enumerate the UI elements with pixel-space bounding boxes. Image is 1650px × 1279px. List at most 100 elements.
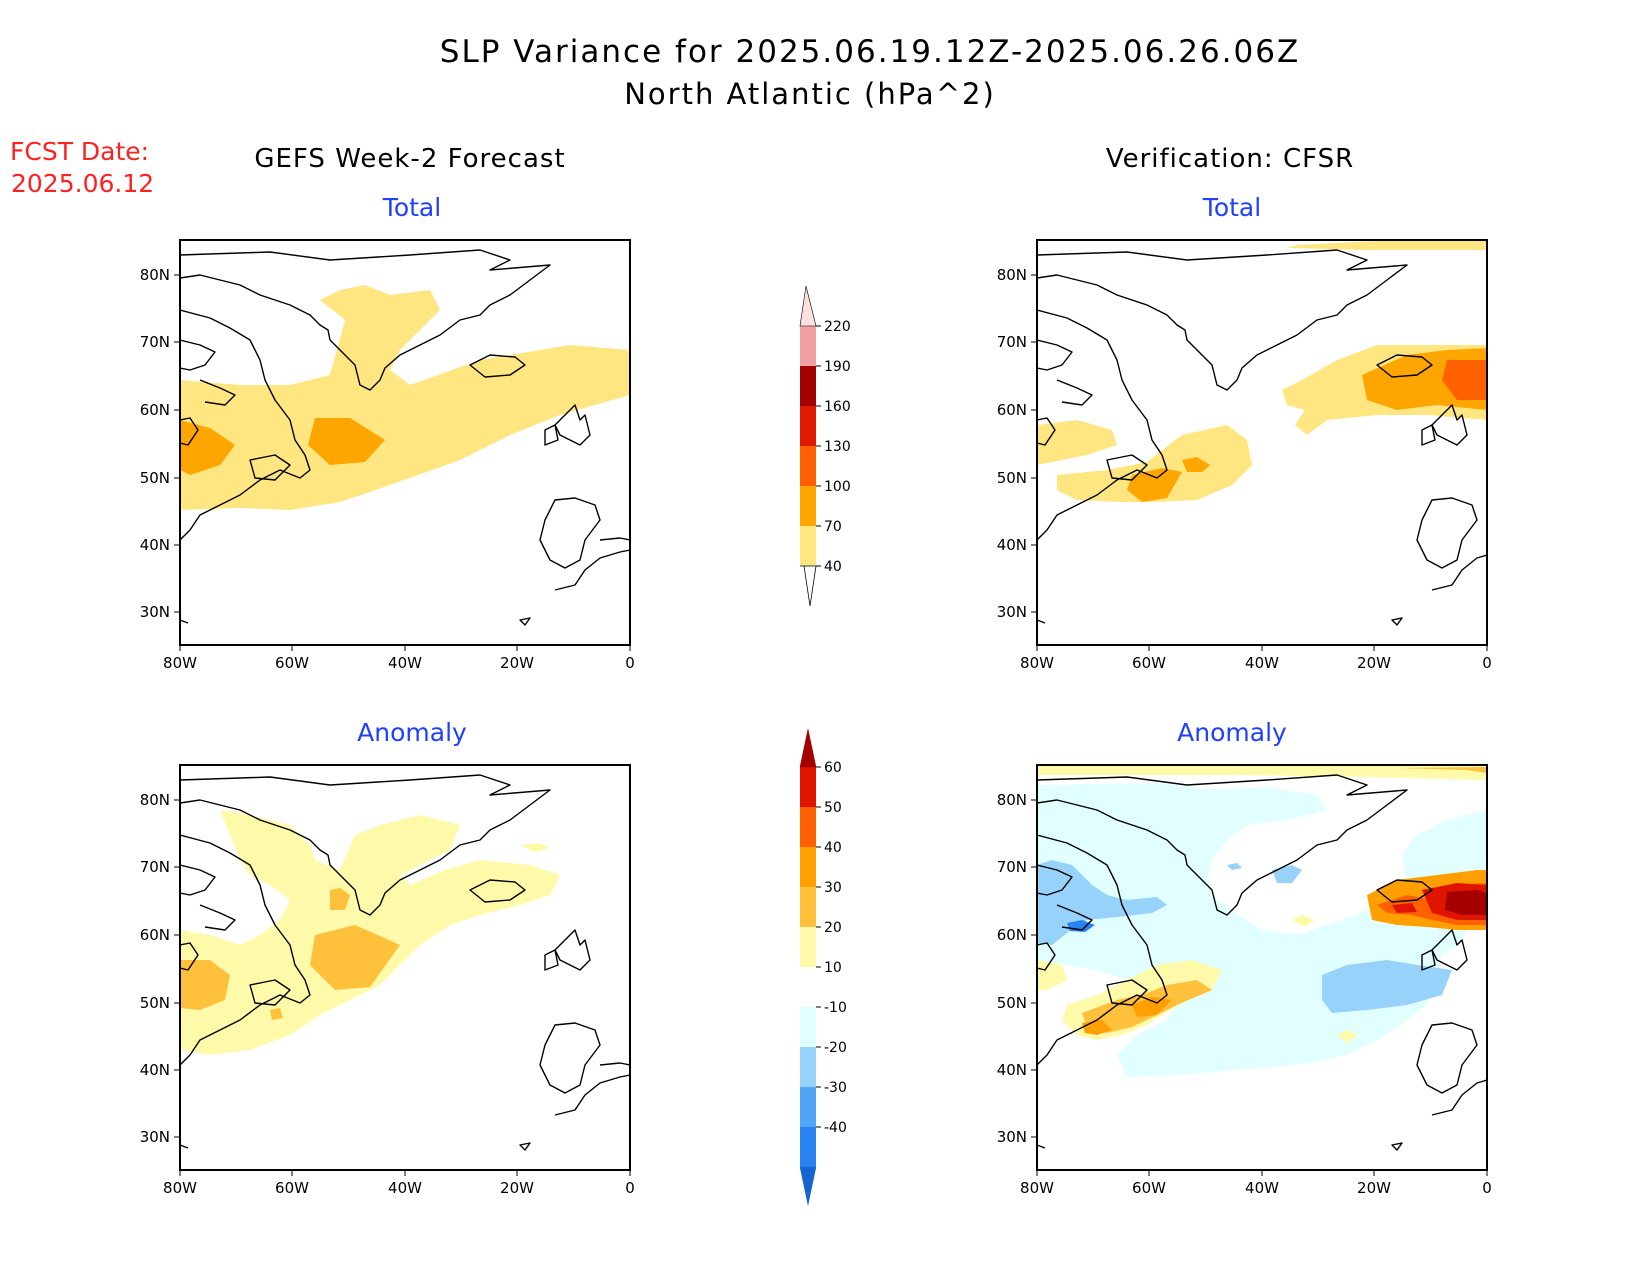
main-subtitle: North Atlantic (hPa^2) bbox=[624, 77, 996, 111]
colorbar-tick-label: 50 bbox=[824, 800, 842, 816]
lat-tick-label: 50N bbox=[140, 469, 170, 487]
colorbar-tick-label: 30 bbox=[824, 880, 842, 896]
lat-tick-label: 80N bbox=[140, 266, 170, 284]
lat-tick-label: 60N bbox=[997, 926, 1027, 944]
panel-label-forecast-anomaly: Anomaly bbox=[357, 718, 467, 747]
colorbar-swatch bbox=[800, 366, 816, 406]
coastlines bbox=[1037, 249, 1487, 626]
lat-tick-label: 50N bbox=[140, 994, 170, 1012]
colorbar-swatch bbox=[800, 767, 816, 807]
colorbar-swatch bbox=[800, 1127, 816, 1167]
lat-tick-label: 80N bbox=[140, 791, 170, 809]
colorbar-swatch bbox=[800, 1007, 816, 1047]
lat-tick-label: 30N bbox=[997, 603, 1027, 621]
colorbar-tick-label: -10 bbox=[824, 1000, 847, 1016]
lon-axis: 80W 60W 40W 20W 0 bbox=[163, 645, 635, 672]
colorbar-swatch bbox=[800, 446, 816, 486]
lat-tick-label: 60N bbox=[140, 926, 170, 944]
map-panel-forecast-anomaly: 30N 40N 50N 60N 70N 80N 80W 60W 40W 20W … bbox=[140, 764, 635, 1197]
lat-tick-label: 60N bbox=[140, 401, 170, 419]
lon-tick-label: 0 bbox=[625, 654, 635, 672]
colorbar-tick-label: 160 bbox=[824, 399, 851, 415]
lon-tick-label: 0 bbox=[625, 1179, 635, 1197]
colorbar-swatch bbox=[800, 807, 816, 847]
lat-tick-label: 70N bbox=[997, 333, 1027, 351]
colorbar-end-triangle bbox=[800, 565, 817, 607]
colorbar-swatch bbox=[800, 927, 816, 967]
colorbar-swatch bbox=[800, 406, 816, 446]
lat-tick-label: 60N bbox=[997, 401, 1027, 419]
coastlines bbox=[1037, 774, 1487, 1151]
lat-tick-label: 30N bbox=[997, 1128, 1027, 1146]
colorbar-tick-label: 100 bbox=[824, 479, 851, 495]
lon-tick-label: 40W bbox=[1245, 1179, 1279, 1197]
column-title-forecast: GEFS Week-2 Forecast bbox=[254, 144, 565, 174]
shading-verification-total bbox=[1037, 240, 1487, 502]
colorbar-swatch bbox=[800, 486, 816, 526]
lat-tick-label: 70N bbox=[997, 858, 1027, 876]
lat-tick-label: 40N bbox=[997, 536, 1027, 554]
lat-tick-label: 30N bbox=[140, 603, 170, 621]
fcst-date-value: 2025.06.12 bbox=[11, 169, 154, 198]
coastlines bbox=[180, 774, 630, 1151]
lon-tick-label: 40W bbox=[388, 654, 422, 672]
lon-axis: 80W 60W 40W 20W 0 bbox=[1020, 645, 1492, 672]
main-title: SLP Variance for 2025.06.19.12Z-2025.06.… bbox=[440, 34, 1300, 70]
panel-label-forecast-total: Total bbox=[382, 193, 441, 222]
lon-tick-label: 60W bbox=[275, 654, 309, 672]
colorbar-tick-label: 40 bbox=[824, 559, 842, 575]
lon-tick-label: 80W bbox=[1020, 654, 1054, 672]
colorbar-end-triangle bbox=[799, 1166, 817, 1206]
lat-tick-label: 80N bbox=[997, 266, 1027, 284]
panel-label-verification-total: Total bbox=[1202, 193, 1261, 222]
lon-axis: 80W 60W 40W 20W 0 bbox=[1020, 1170, 1492, 1197]
colorbar-swatch bbox=[800, 1047, 816, 1087]
colorbar-tick-label: -40 bbox=[824, 1120, 847, 1136]
lat-tick-label: 70N bbox=[140, 858, 170, 876]
colorbar-tick-label: 220 bbox=[824, 319, 851, 335]
lon-tick-label: 20W bbox=[500, 654, 534, 672]
colorbar-swatch bbox=[800, 1087, 816, 1127]
lat-axis: 30N 40N 50N 60N 70N 80N bbox=[997, 791, 1037, 1146]
map-panel-verification-total: 30N 40N 50N 60N 70N 80N 80W 60W 40W 20W … bbox=[997, 239, 1492, 672]
shading-forecast-total bbox=[180, 285, 630, 510]
colorbar-end-triangle bbox=[799, 285, 817, 327]
shading-forecast-anomaly bbox=[180, 810, 560, 1055]
lat-tick-label: 50N bbox=[997, 994, 1027, 1012]
lat-axis: 30N 40N 50N 60N 70N 80N bbox=[997, 266, 1037, 621]
lon-tick-label: 80W bbox=[163, 654, 197, 672]
coastlines bbox=[180, 249, 630, 626]
lat-tick-label: 30N bbox=[140, 1128, 170, 1146]
colorbar-tick-label: 130 bbox=[824, 439, 851, 455]
lon-tick-label: 20W bbox=[1357, 1179, 1391, 1197]
colorbar-swatch bbox=[800, 326, 816, 366]
colorbar-tick-label: 20 bbox=[824, 920, 842, 936]
lon-tick-label: 20W bbox=[1357, 654, 1391, 672]
lon-tick-label: 60W bbox=[1132, 654, 1166, 672]
lat-axis: 30N 40N 50N 60N 70N 80N bbox=[140, 791, 180, 1146]
lon-tick-label: 80W bbox=[163, 1179, 197, 1197]
map-panel-verification-anomaly: 30N 40N 50N 60N 70N 80N 80W 60W 40W 20W … bbox=[997, 764, 1492, 1197]
lon-tick-label: 20W bbox=[500, 1179, 534, 1197]
colorbar-tick-label: -20 bbox=[824, 1040, 847, 1056]
lon-tick-label: 40W bbox=[388, 1179, 422, 1197]
fcst-date-label: FCST Date: bbox=[10, 137, 149, 166]
lon-tick-label: 60W bbox=[1132, 1179, 1166, 1197]
panel-label-verification-anomaly: Anomaly bbox=[1177, 718, 1287, 747]
colorbar-tick-label: 10 bbox=[824, 960, 842, 976]
lat-tick-label: 40N bbox=[997, 1061, 1027, 1079]
colorbar-total: 40 70 100 130 160 190 220 bbox=[799, 285, 851, 607]
lon-tick-label: 40W bbox=[1245, 654, 1279, 672]
colorbar-anomaly: -40 -30 -20 -10 10 20 30 40 50 60 bbox=[799, 728, 847, 1206]
column-title-verification: Verification: CFSR bbox=[1106, 144, 1354, 174]
lat-axis: 30N 40N 50N 60N 70N 80N bbox=[140, 266, 180, 621]
lon-axis: 80W 60W 40W 20W 0 bbox=[163, 1170, 635, 1197]
lat-tick-label: 40N bbox=[140, 536, 170, 554]
lon-tick-label: 0 bbox=[1482, 654, 1492, 672]
lat-tick-label: 40N bbox=[140, 1061, 170, 1079]
lon-tick-label: 80W bbox=[1020, 1179, 1054, 1197]
colorbar-swatch bbox=[800, 847, 816, 887]
shading-verification-anomaly bbox=[1037, 765, 1487, 1077]
colorbar-swatch bbox=[800, 967, 816, 1007]
